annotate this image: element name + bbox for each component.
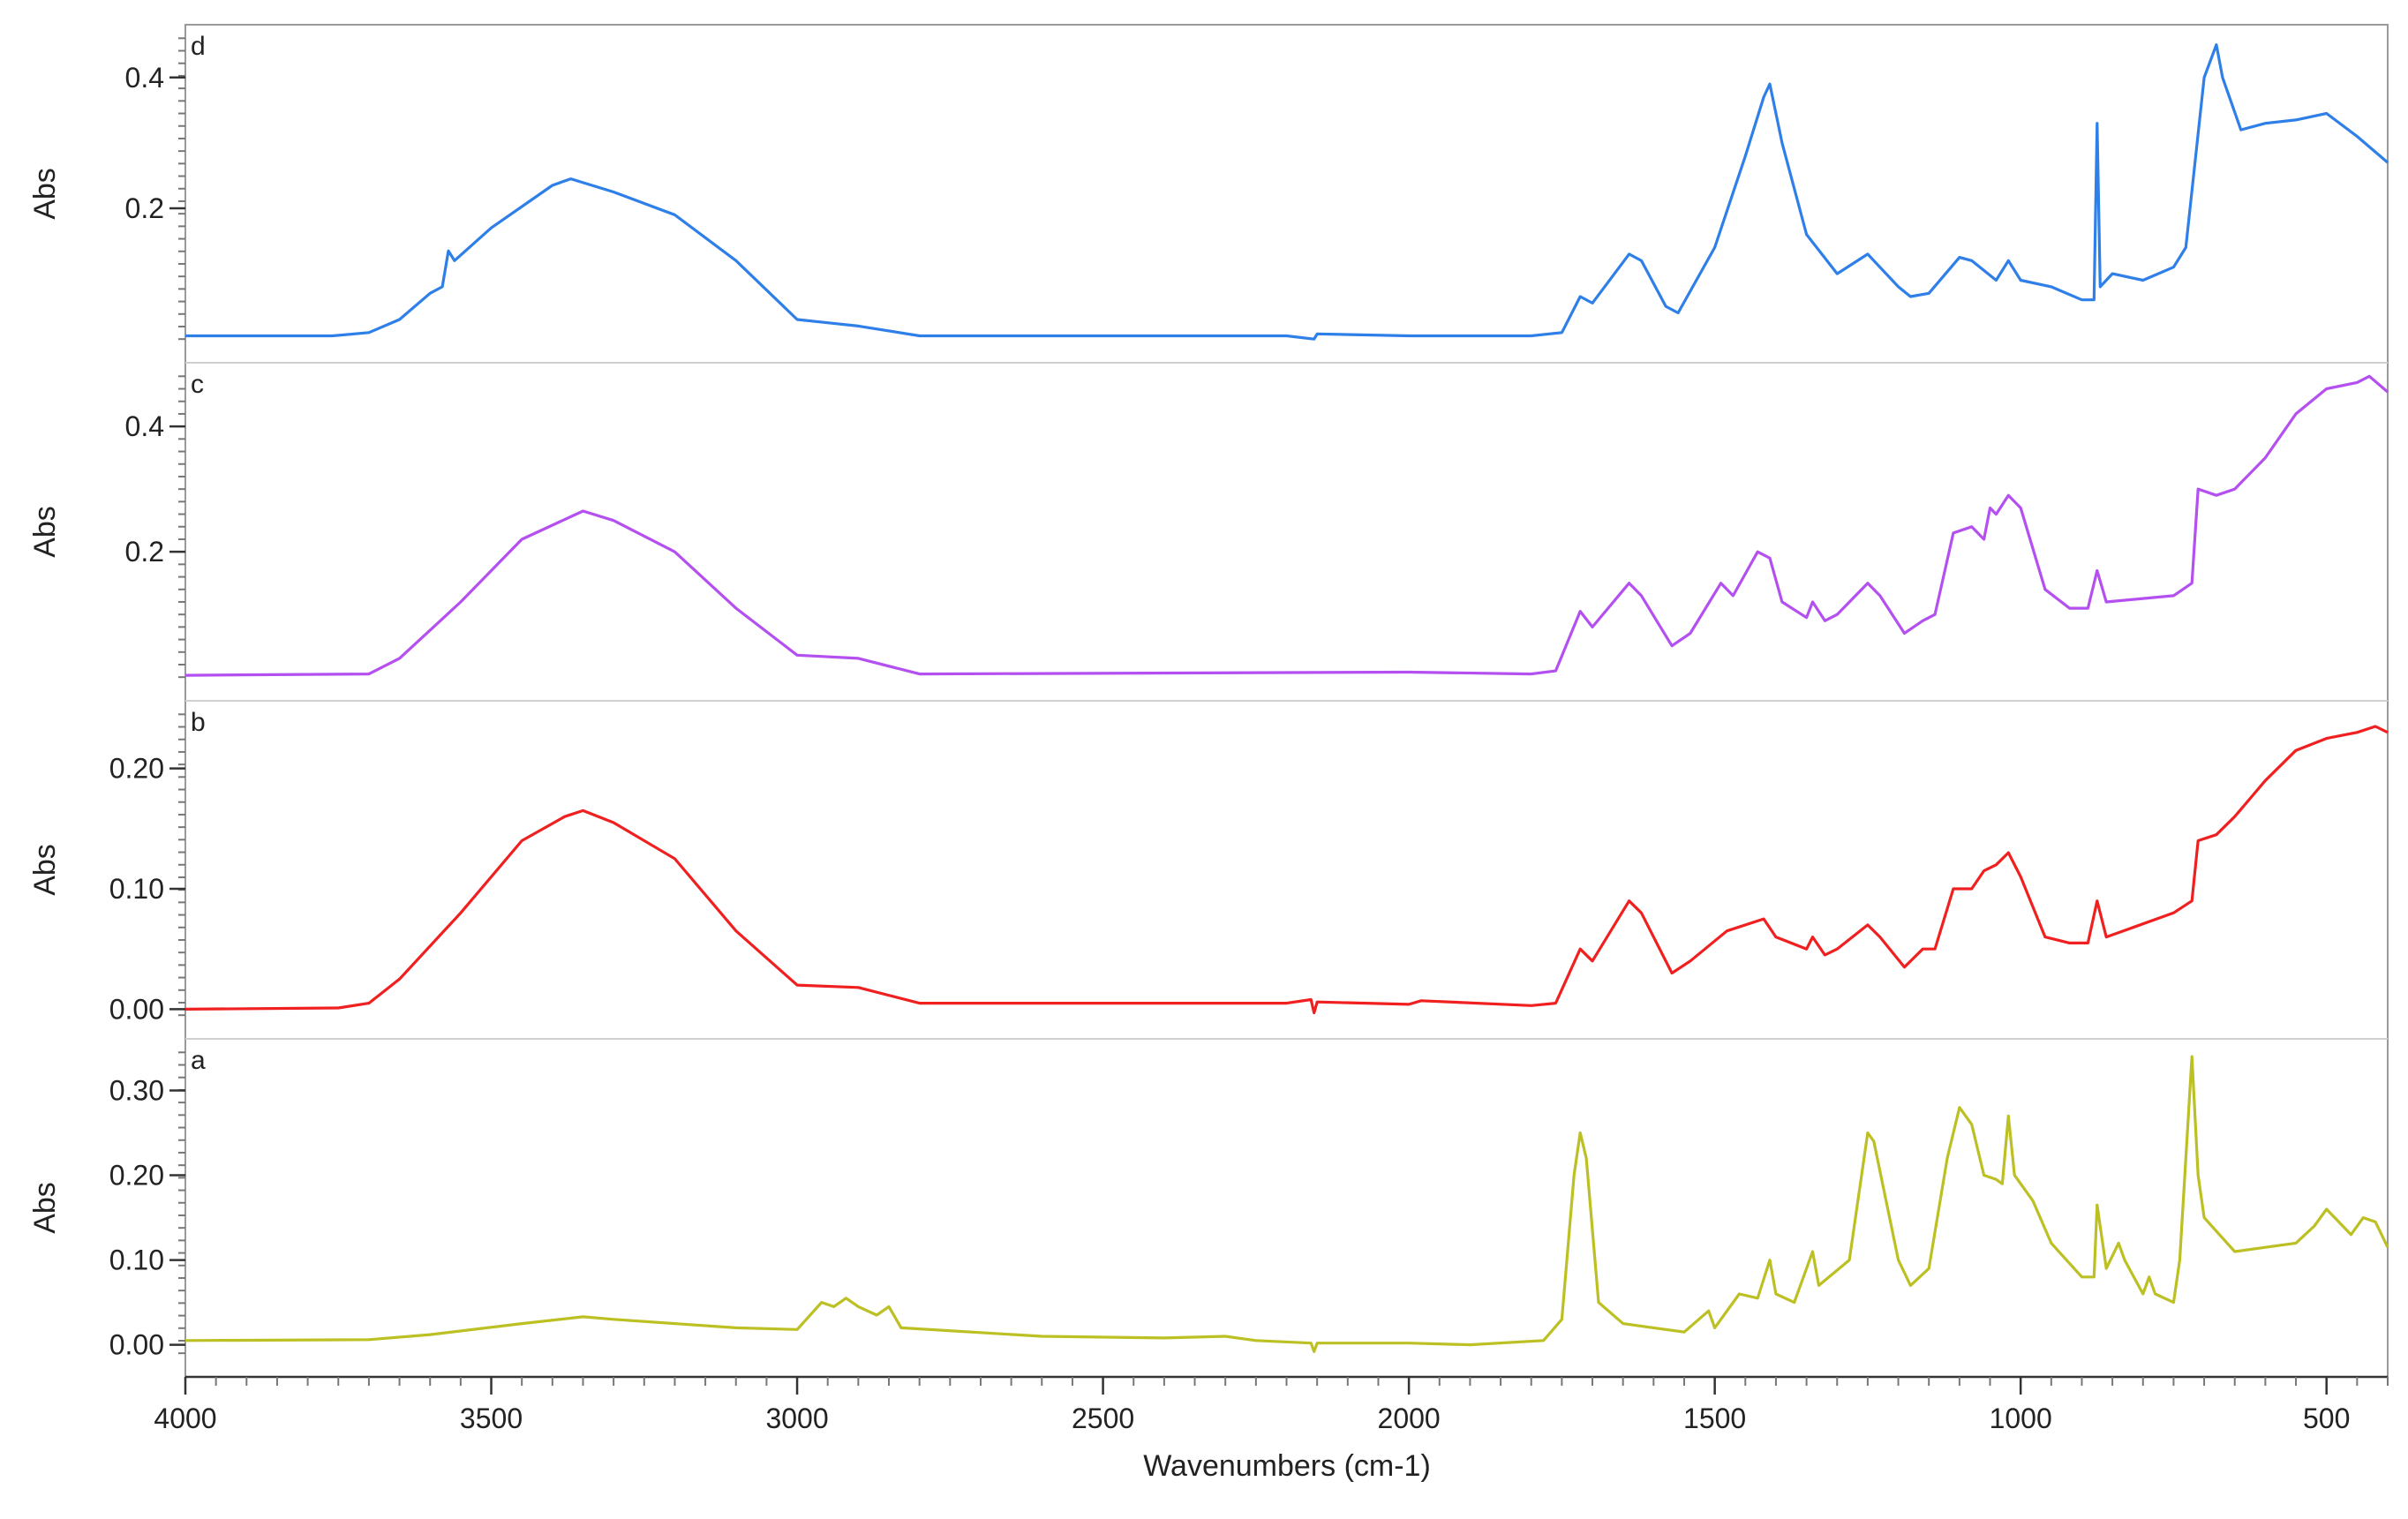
spectrum-line-c bbox=[184, 374, 2389, 677]
spectrum-line-b bbox=[184, 725, 2389, 1015]
panel-label-c: c bbox=[191, 370, 204, 399]
y-tick-label: 0.30 bbox=[109, 1075, 164, 1107]
x-tick-label: 1500 bbox=[1683, 1402, 1746, 1434]
y-tick-label: 0.10 bbox=[109, 1245, 164, 1276]
y-tick-label: 0.2 bbox=[125, 192, 164, 224]
y-tick-label: 0.20 bbox=[109, 1160, 164, 1192]
spectrum-line-d bbox=[185, 43, 2389, 341]
x-tick-label: 3000 bbox=[765, 1402, 828, 1434]
y-tick-label: 0.00 bbox=[109, 1329, 164, 1361]
x-axis: 4000 3500 3000 2500 2000 1500 1000 500 bbox=[154, 1375, 2389, 1434]
x-tick-label: 2000 bbox=[1378, 1402, 1441, 1434]
panel-d: 0.2 0.4 Abs d bbox=[28, 32, 2389, 341]
panel-c: 0.2 0.4 Abs c bbox=[28, 362, 2389, 679]
x-axis-title: Wavenumbers (cm-1) bbox=[1143, 1449, 1431, 1483]
y-axis-title: Abs bbox=[28, 844, 62, 896]
y-axis-title: Abs bbox=[28, 1182, 62, 1234]
y-tick-label: 0.4 bbox=[125, 410, 164, 442]
panel-label-d: d bbox=[191, 32, 206, 61]
y-tick-label: 0.10 bbox=[109, 873, 164, 905]
y-axis-title: Abs bbox=[28, 506, 62, 558]
y-tick-label: 0.20 bbox=[109, 753, 164, 785]
panel-label-a: a bbox=[191, 1046, 206, 1075]
x-tick-label: 4000 bbox=[154, 1402, 216, 1434]
x-tick-label: 1000 bbox=[1990, 1402, 2052, 1434]
panels-layer: 0.20.4Absd0.20.4Absc0.000.100.20Absb0.00… bbox=[28, 24, 2389, 1378]
y-axis-title: Abs bbox=[28, 168, 62, 220]
y-tick-label: 0.2 bbox=[125, 536, 164, 568]
y-tick-label: 0.4 bbox=[125, 62, 164, 94]
panel-a: 0.00 0.10 0.20 0.30 Abs a bbox=[28, 1038, 2389, 1361]
x-tick-label: 2500 bbox=[1072, 1402, 1134, 1434]
spectrum-line-a bbox=[184, 1055, 2389, 1353]
y-tick-label: 0.00 bbox=[109, 993, 164, 1025]
x-tick-label: 3500 bbox=[460, 1402, 523, 1434]
panel-label-b: b bbox=[191, 708, 206, 737]
panel-b: 0.00 0.10 0.20 Abs b bbox=[28, 700, 2389, 1025]
x-tick-label: 500 bbox=[2303, 1402, 2350, 1434]
